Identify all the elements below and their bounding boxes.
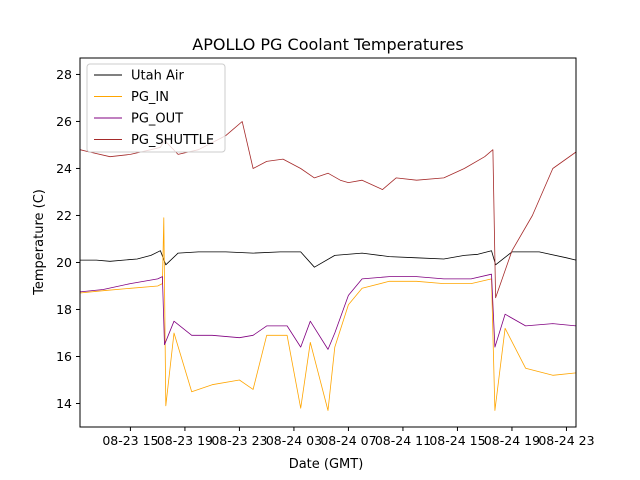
x-tick-label: 08-24 03 — [266, 433, 322, 448]
series-line-pg-out — [79, 273, 577, 350]
y-axis-title: Temperature (C) — [32, 189, 47, 296]
series-line-utah-air — [80, 250, 577, 268]
series-line-pg-in — [79, 217, 577, 411]
legend-label: PG_OUT — [131, 112, 183, 127]
y-tick-label: 18 — [56, 302, 72, 317]
y-tick-label: 14 — [56, 396, 72, 411]
x-tick-label: 08-24 15 — [429, 433, 485, 448]
plot-frame — [79, 57, 577, 428]
x-tick-label: 08-23 15 — [102, 433, 158, 448]
chart-title: APOLLO PG Coolant Temperatures — [192, 35, 463, 54]
y-tick-label: 16 — [56, 349, 72, 364]
x-tick-label: 08-23 19 — [157, 433, 213, 448]
y-tick-label: 28 — [56, 67, 72, 82]
x-tick-label: 08-24 11 — [375, 433, 431, 448]
x-axis-title: Date (GMT) — [289, 457, 364, 472]
y-tick-label: 24 — [56, 161, 72, 176]
y-tick-label: 20 — [56, 255, 72, 270]
legend-label: PG_SHUTTLE — [131, 133, 214, 148]
y-tick-label: 26 — [56, 114, 72, 129]
y-axis: 14 16 18 20 22 24 26 28 — [56, 67, 80, 411]
x-tick-label: 08-24 23 — [538, 433, 594, 448]
x-tick-label: 08-24 19 — [484, 433, 540, 448]
x-tick-label: 08-24 07 — [320, 433, 376, 448]
legend-label: PG_IN — [131, 90, 169, 105]
legend: Utah Air PG_IN PG_OUT PG_SHUTTLE — [86, 63, 226, 153]
x-tick-label: 08-23 23 — [211, 433, 267, 448]
y-tick-label: 22 — [56, 208, 72, 223]
legend-box — [86, 63, 226, 153]
legend-label: Utah Air — [131, 69, 184, 84]
